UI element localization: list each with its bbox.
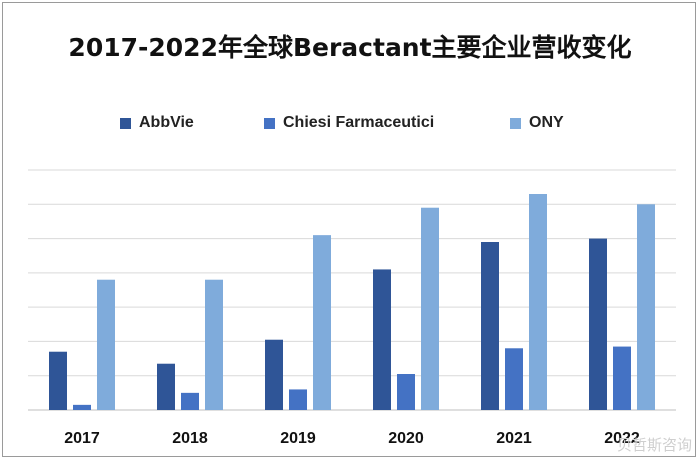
bar-abbvie-2022 <box>589 238 607 410</box>
x-tick-label: 2022 <box>604 430 640 447</box>
bar-abbvie-2017 <box>49 351 67 410</box>
legend-swatch-abbvie <box>120 117 131 129</box>
bar-chiesi-farmaceutici-2017 <box>73 404 91 410</box>
bar-ony-2019 <box>313 235 331 410</box>
legend-item-abbvie: AbbVie <box>120 114 194 132</box>
legend-label-abbvie: AbbVie <box>139 114 194 131</box>
bar-ony-2022 <box>637 204 655 410</box>
bar-abbvie-2018 <box>157 363 175 410</box>
chart-title: 2017-2022年全球Beractant主要企业营收变化 <box>68 33 632 62</box>
chart-frame <box>2 2 696 457</box>
bar-chiesi-farmaceutici-2022 <box>613 346 631 410</box>
legend-label-chiesi: Chiesi Farmaceutici <box>283 114 435 131</box>
bar-chiesi-farmaceutici-2018 <box>181 392 199 410</box>
bar-ony-2020 <box>421 207 439 410</box>
bar-abbvie-2020 <box>373 269 391 410</box>
x-tick-label: 2018 <box>172 430 208 447</box>
bar-chiesi-farmaceutici-2021 <box>505 348 523 410</box>
watermark-text: 贝哲斯咨询 <box>616 436 692 454</box>
x-tick-label: 2021 <box>496 430 532 447</box>
legend-swatch-chiesi <box>264 117 275 129</box>
x-tick-label: 2019 <box>280 430 316 447</box>
legend-item-ony: ONY <box>510 114 564 132</box>
bar-abbvie-2021 <box>481 242 499 410</box>
x-tick-label: 2020 <box>388 430 424 447</box>
legend-label-ony: ONY <box>529 114 564 131</box>
bar-ony-2018 <box>205 279 223 410</box>
chart-legend: AbbVie Chiesi Farmaceutici ONY <box>0 114 700 136</box>
bar-ony-2017 <box>97 279 115 410</box>
bar-abbvie-2019 <box>265 339 283 410</box>
x-tick-label: 2017 <box>64 430 100 447</box>
bar-chiesi-farmaceutici-2020 <box>397 374 415 410</box>
bar-chiesi-farmaceutici-2019 <box>289 389 307 410</box>
legend-item-chiesi: Chiesi Farmaceutici <box>264 114 434 132</box>
legend-swatch-ony <box>510 117 521 129</box>
bar-ony-2021 <box>529 194 547 410</box>
